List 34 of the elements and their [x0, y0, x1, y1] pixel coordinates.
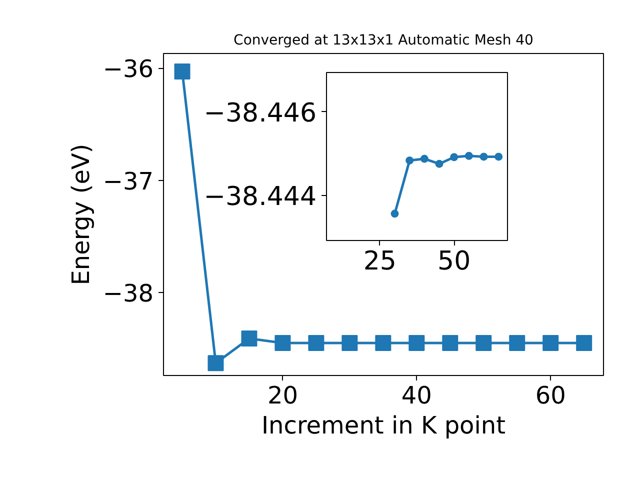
point: [494, 152, 503, 161]
y-tick-label: −36: [102, 55, 154, 84]
point: [435, 160, 444, 168]
point: [406, 156, 414, 164]
point: [241, 330, 258, 346]
x-tick-label: 20: [267, 382, 298, 410]
y-tick-label: −37: [102, 167, 154, 196]
point: [208, 355, 224, 372]
point: [174, 63, 190, 80]
point: [342, 334, 358, 351]
x-tick-label: 40: [401, 382, 432, 410]
y-tick-label: −38.446: [204, 98, 317, 128]
point: [408, 334, 425, 351]
point: [442, 334, 458, 351]
point: [576, 334, 592, 351]
x-axis-title: Increment in K point: [261, 412, 506, 440]
x-tick-label: 25: [363, 246, 396, 276]
point: [390, 210, 399, 218]
point: [464, 152, 473, 160]
y-tick-label: −38: [102, 279, 154, 308]
point: [274, 334, 291, 351]
point: [480, 152, 488, 161]
point: [308, 334, 324, 351]
point: [450, 153, 458, 162]
point: [420, 154, 428, 163]
point: [375, 334, 392, 351]
x-tick-label: 50: [438, 246, 471, 276]
point: [542, 334, 559, 351]
x-tick-label: 60: [535, 382, 566, 410]
y-tick-label: −38.444: [204, 182, 317, 212]
point: [509, 334, 526, 351]
y-axis-title: Energy (eV): [66, 144, 95, 286]
chart-title: Converged at 13x13x1 Automatic Mesh 40: [234, 32, 534, 48]
point: [476, 334, 492, 351]
